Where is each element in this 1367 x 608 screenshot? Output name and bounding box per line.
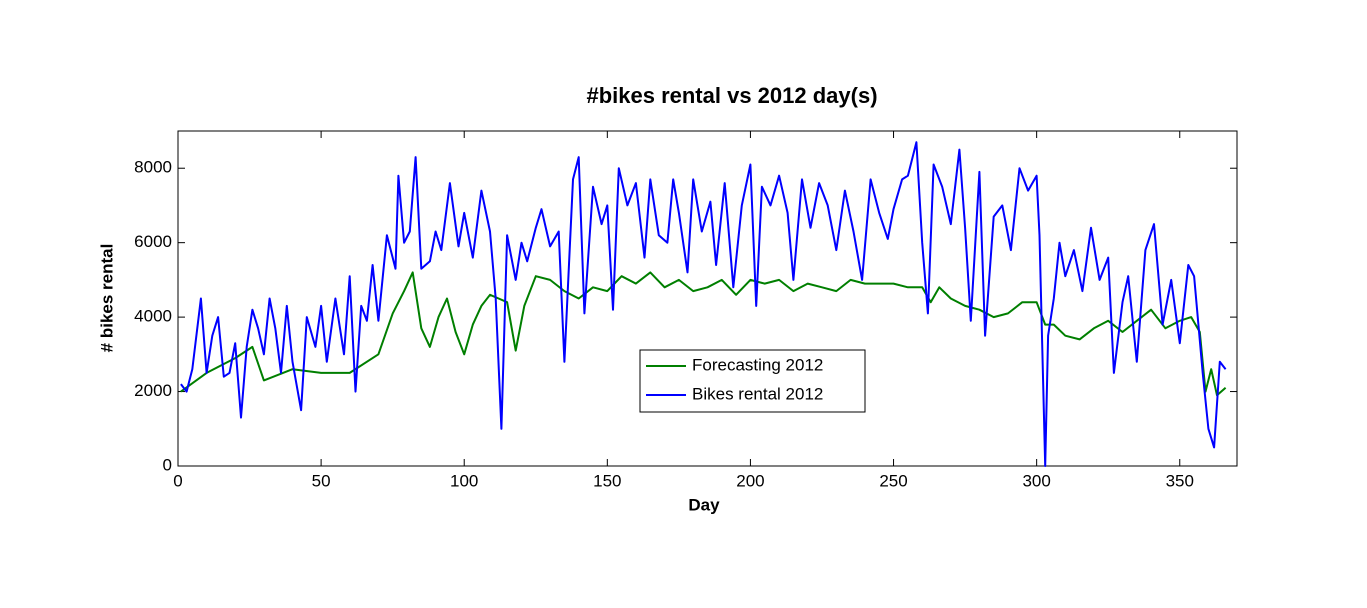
- chart-title: #bikes rental vs 2012 day(s): [586, 83, 877, 108]
- y-tick-label: 8000: [134, 158, 172, 177]
- x-tick-label: 350: [1166, 471, 1194, 490]
- y-axis-label: # bikes rental: [97, 244, 116, 353]
- legend-label: Forecasting 2012: [692, 355, 823, 374]
- y-tick-label: 6000: [134, 232, 172, 251]
- y-tick-label: 0: [163, 455, 172, 474]
- data-line: [180, 141, 1227, 467]
- plot-frame: [177, 130, 1238, 467]
- legend-label: Bikes rental 2012: [692, 384, 823, 403]
- x-tick-label: 0: [173, 471, 182, 490]
- x-tick-label: 300: [1022, 471, 1050, 490]
- x-tick-label: 50: [312, 471, 331, 490]
- legend-box: [639, 349, 866, 413]
- y-tick-label: 2000: [134, 381, 172, 400]
- y-tick-label: 4000: [134, 307, 172, 326]
- x-tick-label: 200: [736, 471, 764, 490]
- data-line: [180, 271, 1227, 397]
- x-axis-label: Day: [688, 495, 720, 514]
- x-tick-label: 100: [450, 471, 478, 490]
- x-tick-label: 150: [593, 471, 621, 490]
- x-tick-label: 250: [879, 471, 907, 490]
